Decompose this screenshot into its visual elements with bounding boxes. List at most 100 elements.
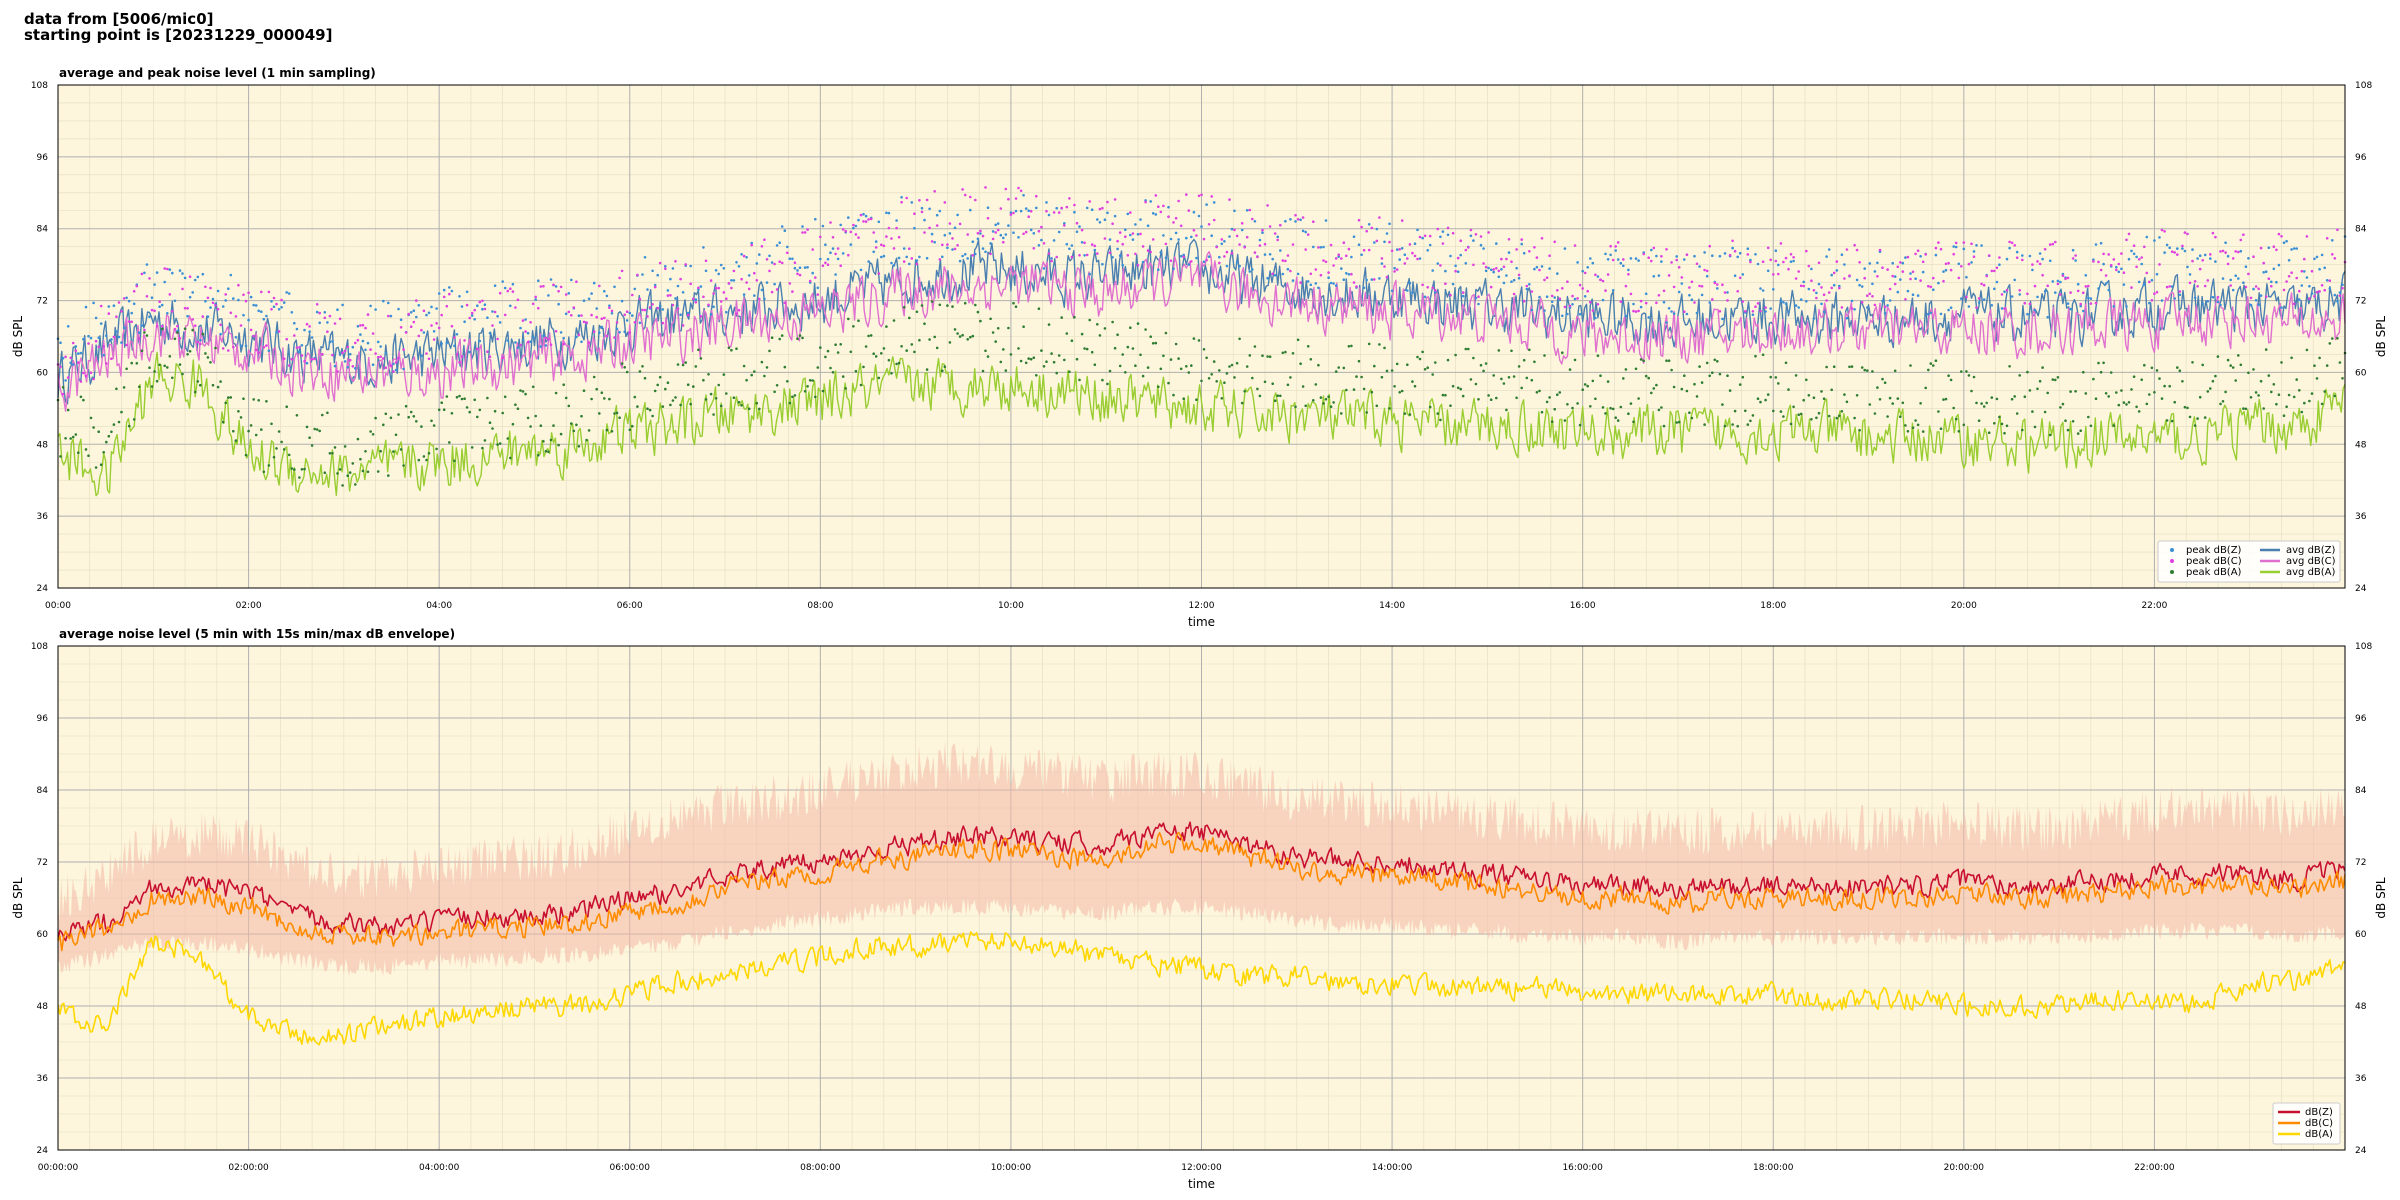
legend-label: peak dB(A) — [2186, 567, 2242, 578]
data-point — [2242, 233, 2245, 236]
data-point — [242, 313, 245, 317]
data-point — [1395, 248, 1399, 251]
data-point — [371, 332, 375, 335]
data-point — [1111, 255, 1114, 259]
data-point — [1472, 239, 1475, 242]
data-point — [1101, 206, 1104, 210]
data-point — [2074, 390, 2077, 393]
data-point — [122, 386, 126, 389]
x-tick-label: 08:00:00 — [800, 1163, 841, 1173]
data-point — [1665, 248, 1668, 251]
data-point — [895, 219, 898, 222]
y-tick-label-right: 36 — [2355, 1074, 2367, 1084]
data-point — [2244, 265, 2248, 269]
data-point — [476, 347, 479, 351]
data-point — [1647, 256, 1650, 260]
y-tick-label-left: 96 — [37, 153, 49, 163]
data-point — [1568, 368, 1572, 371]
data-point — [549, 438, 553, 442]
data-point — [1306, 233, 1310, 236]
data-point — [1121, 242, 1124, 246]
data-point — [1799, 412, 1803, 416]
data-point — [1279, 394, 1282, 398]
data-point — [1111, 320, 1114, 324]
data-point — [831, 236, 835, 239]
data-point — [1329, 281, 1333, 285]
data-point — [788, 282, 792, 285]
data-point — [1345, 388, 1348, 392]
data-point — [2165, 419, 2169, 422]
data-point — [232, 429, 235, 433]
data-point — [1040, 349, 1043, 352]
data-point — [1411, 380, 1414, 383]
data-point — [770, 290, 774, 294]
data-point — [351, 365, 355, 368]
data-point — [798, 273, 802, 277]
data-point — [361, 339, 365, 343]
data-point — [506, 437, 510, 440]
data-point — [1604, 289, 1607, 292]
data-point — [1116, 333, 1119, 337]
data-point — [1916, 249, 1920, 252]
data-point — [1185, 365, 1188, 368]
data-point — [674, 297, 677, 300]
data-point — [430, 419, 433, 423]
data-point — [140, 324, 144, 327]
data-point — [2270, 390, 2273, 394]
data-point — [343, 360, 347, 363]
data-point — [224, 293, 227, 296]
data-point — [852, 325, 855, 328]
data-point — [1113, 198, 1117, 201]
data-point — [262, 345, 266, 349]
data-point — [1029, 209, 1033, 213]
data-point — [2209, 387, 2212, 390]
data-point — [717, 383, 720, 387]
data-point — [242, 397, 245, 401]
data-point — [463, 320, 466, 324]
data-point — [2023, 395, 2027, 399]
data-point — [1286, 383, 1290, 387]
data-point — [834, 252, 837, 256]
data-point — [758, 407, 761, 411]
data-point — [747, 287, 751, 291]
data-point — [1017, 347, 1020, 350]
data-point — [2015, 412, 2019, 415]
data-point — [1716, 360, 1719, 363]
data-point — [127, 299, 131, 303]
data-point — [1980, 244, 1983, 247]
data-point — [780, 334, 784, 337]
data-point — [559, 331, 563, 334]
data-point — [163, 280, 166, 284]
data-point — [201, 272, 205, 276]
data-point — [2219, 250, 2222, 253]
data-point — [618, 276, 621, 280]
data-point — [1566, 312, 1569, 316]
data-point — [1993, 422, 1996, 425]
panel-title: average noise level (5 min with 15s min/… — [59, 627, 455, 641]
data-point — [1256, 255, 1259, 259]
data-point — [768, 254, 771, 258]
data-point — [877, 220, 881, 224]
data-point — [1365, 411, 1368, 414]
data-point — [2193, 296, 2197, 300]
data-point — [567, 404, 571, 408]
data-point — [1703, 423, 1706, 426]
data-point — [1065, 242, 1069, 246]
data-point — [1899, 278, 1902, 281]
data-point — [221, 347, 225, 350]
data-point — [1327, 276, 1330, 280]
data-point — [468, 410, 472, 414]
data-point — [1045, 209, 1048, 213]
x-tick-label: 10:00:00 — [991, 1163, 1032, 1173]
data-point — [1604, 252, 1607, 256]
data-point — [1263, 242, 1267, 246]
data-point — [1258, 394, 1262, 398]
data-point — [775, 384, 779, 387]
data-point — [99, 322, 103, 325]
data-point — [1507, 251, 1511, 254]
data-point — [1075, 230, 1079, 234]
data-point — [788, 257, 792, 261]
data-point — [1024, 361, 1028, 365]
data-point — [803, 266, 807, 269]
data-point — [1972, 255, 1976, 258]
